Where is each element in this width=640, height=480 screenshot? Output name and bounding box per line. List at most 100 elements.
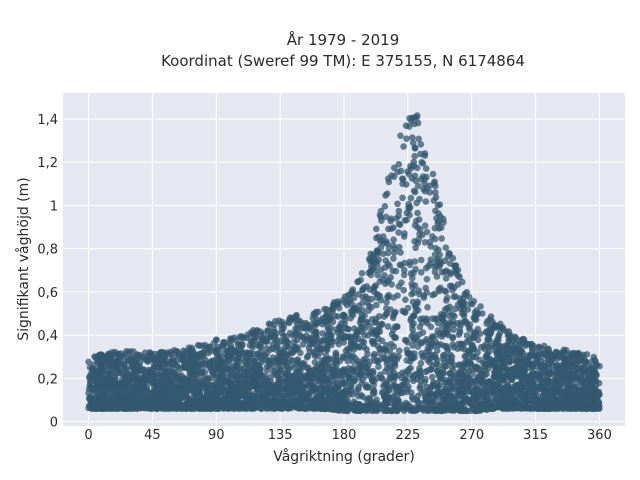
scatter-point — [395, 383, 403, 391]
scatter-point — [400, 405, 408, 412]
scatter-point — [344, 357, 352, 365]
scatter-point — [431, 178, 438, 185]
scatter-point — [480, 403, 488, 411]
scatter-point — [564, 390, 572, 398]
scatter-point — [419, 329, 427, 336]
scatter-point — [390, 236, 397, 243]
scatter-point — [545, 377, 553, 384]
scatter-point — [126, 398, 133, 406]
scatter-point — [518, 397, 526, 405]
scatter-point — [522, 374, 529, 382]
scatter-point — [545, 346, 552, 353]
scatter-point — [297, 404, 304, 412]
scatter-point — [417, 360, 425, 367]
scatter-point — [137, 386, 145, 394]
scatter-point — [395, 229, 403, 236]
scatter-point — [395, 161, 403, 168]
scatter-point — [429, 340, 436, 347]
scatter-point — [214, 352, 221, 359]
scatter-point — [375, 335, 382, 343]
scatter-point — [344, 325, 352, 333]
scatter-point — [422, 264, 430, 272]
scatter-point — [456, 407, 464, 415]
scatter-point — [375, 363, 382, 371]
scatter-point — [561, 358, 568, 365]
scatter-point — [441, 387, 449, 394]
scatter-point — [560, 397, 568, 404]
scatter-point — [154, 395, 162, 403]
scatter-point — [222, 359, 229, 366]
scatter-point — [384, 293, 392, 301]
scatter-point — [385, 178, 393, 186]
scatter-point — [342, 347, 350, 355]
scatter-point — [218, 379, 226, 386]
scatter-point — [403, 181, 410, 188]
scatter-point — [377, 371, 384, 379]
scatter-point — [341, 293, 349, 300]
scatter-point — [314, 343, 322, 351]
scatter-point — [466, 321, 474, 328]
scatter-point — [239, 355, 246, 363]
scatter-point — [593, 370, 600, 378]
scatter-point — [575, 359, 582, 367]
scatter-point — [355, 343, 363, 351]
scatter-point — [555, 363, 563, 371]
scatter-point — [206, 397, 213, 404]
scatter-point — [225, 389, 232, 397]
scatter-point — [390, 383, 397, 391]
scatter-point — [273, 330, 280, 337]
scatter-point — [423, 275, 431, 283]
scatter-point — [396, 221, 404, 228]
scatter-point — [403, 135, 410, 142]
scatter-point — [580, 382, 588, 389]
scatter-point — [285, 365, 293, 373]
scatter-point — [389, 393, 397, 401]
scatter-point — [393, 215, 400, 222]
scatter-point — [360, 338, 368, 346]
scatter-point — [295, 330, 303, 338]
scatter-point — [401, 259, 408, 267]
scatter-point — [429, 170, 437, 178]
scatter-point — [335, 371, 343, 379]
scatter-point — [562, 374, 569, 381]
scatter-point — [306, 324, 314, 332]
scatter-point — [401, 376, 409, 383]
scatter-point — [421, 222, 429, 229]
scatter-point — [584, 397, 591, 405]
scatter-point — [460, 312, 468, 320]
scatter-point — [243, 399, 251, 406]
scatter-point — [287, 349, 295, 356]
scatter-point — [311, 359, 319, 366]
scatter-point — [386, 363, 394, 371]
scatter-point — [444, 294, 451, 302]
scatter-point — [257, 348, 265, 356]
scatter-point — [187, 365, 194, 373]
scatter-point — [465, 382, 472, 389]
scatter-point — [272, 317, 279, 325]
scatter-point — [444, 395, 452, 403]
scatter-point — [324, 396, 331, 404]
scatter-point — [417, 141, 425, 148]
scatter-point — [592, 382, 600, 389]
scatter-point — [515, 345, 523, 353]
scatter-point — [301, 360, 308, 368]
scatter-point — [419, 315, 427, 322]
scatter-point — [389, 267, 397, 275]
scatter-point — [255, 396, 262, 404]
scatter-point — [444, 345, 451, 352]
scatter-point — [380, 313, 388, 320]
scatter-point — [384, 323, 392, 330]
scatter-point — [91, 386, 98, 393]
scatter-point — [334, 313, 342, 320]
scatter-point — [305, 373, 313, 381]
scatter-point — [152, 359, 160, 367]
scatter-point — [365, 302, 373, 310]
scatter-point — [395, 283, 403, 290]
scatter-point — [253, 354, 261, 361]
scatter-point — [409, 139, 417, 147]
scatter-point — [375, 313, 383, 320]
scatter-point — [204, 345, 212, 353]
scatter-point — [173, 348, 181, 355]
scatter-point — [331, 385, 339, 393]
